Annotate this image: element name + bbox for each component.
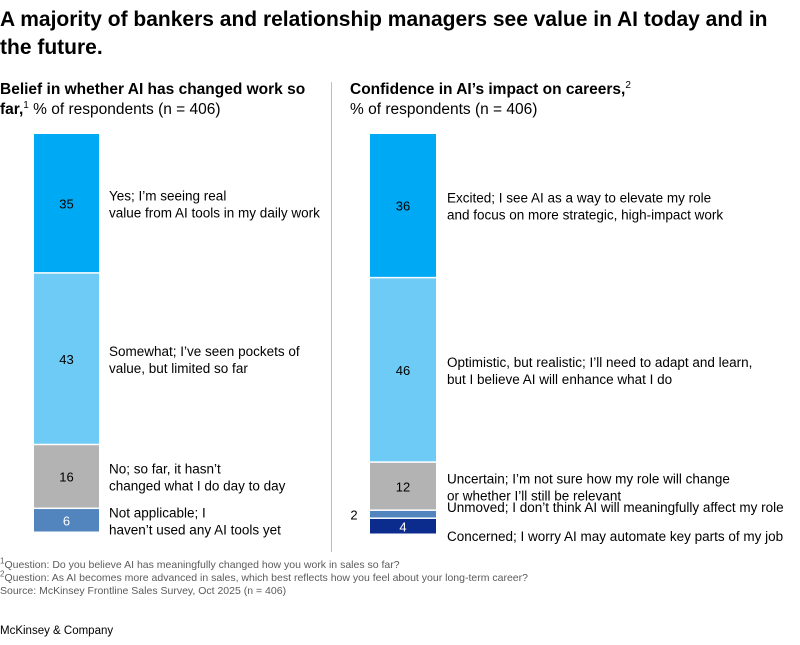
bar-segment <box>34 134 99 273</box>
bar-segment <box>34 273 99 444</box>
source-note: Source: McKinsey Frontline Sales Survey,… <box>0 585 287 597</box>
data-label: 36 <box>396 199 410 214</box>
category-label: Yes; I’m seeing real <box>109 188 226 203</box>
category-label: and focus on more strategic, high-impact… <box>447 208 723 223</box>
bar-segment <box>370 462 436 510</box>
data-label: 35 <box>59 196 73 211</box>
category-label: Uncertain; I’m not sure how my role will… <box>447 471 730 486</box>
category-label: but I believe AI will enhance what I do <box>447 372 672 387</box>
footnote-ref: 2 <box>625 79 631 91</box>
category-label: changed what I do day to day <box>109 479 286 494</box>
brand-logo-text: McKinsey & Company <box>0 625 114 637</box>
chart-title: A majority of bankers and relationship m… <box>0 8 768 59</box>
category-label: value, but limited so far <box>109 361 248 376</box>
category-label: value from AI tools in my daily work <box>109 205 320 220</box>
bar-segment <box>370 278 436 462</box>
footnotes: 1Question: Do you believe AI has meaning… <box>0 556 528 598</box>
footnote-1: 1Question: Do you believe AI has meaning… <box>0 556 400 571</box>
bar-segment <box>370 510 436 518</box>
category-label: haven’t used any AI tools yet <box>109 523 281 538</box>
panel-heading-right: Confidence in AI’s impact on careers,2 % … <box>350 80 690 120</box>
data-label: 6 <box>63 514 70 529</box>
category-label: Optimistic, but realistic; I’ll need to … <box>447 355 752 370</box>
data-label: 2 <box>350 507 357 522</box>
footnote-2: 2Question: As AI becomes more advanced i… <box>0 569 528 584</box>
footnote-ref: 1 <box>23 99 29 111</box>
panel-heading-bold: Confidence in AI’s impact on careers, <box>350 81 626 98</box>
category-label: or whether I’ll still be relevant <box>447 488 621 503</box>
panel-heading-bold: Belief in whether AI has changed work so… <box>0 81 306 118</box>
bar-segment <box>34 509 99 532</box>
panel-heading-left: Belief in whether AI has changed work so… <box>0 80 320 120</box>
bar-segment <box>370 134 436 277</box>
panel-divider <box>331 82 332 552</box>
data-label: 43 <box>59 352 73 367</box>
data-label: 12 <box>396 479 410 494</box>
category-label: No; so far, it hasn’t <box>109 462 221 477</box>
panel-heading-subtitle: % of respondents (n = 406) <box>28 101 221 118</box>
category-label: Concerned; I worry AI may automate key p… <box>447 529 783 544</box>
data-label: 46 <box>396 363 410 378</box>
category-label: Excited; I see AI as a way to elevate my… <box>447 191 711 206</box>
category-label: Unmoved; I don’t think AI will meaningfu… <box>447 500 784 515</box>
category-label: Not applicable; I <box>109 506 206 521</box>
bar-segment <box>34 445 99 508</box>
data-label: 16 <box>59 470 73 485</box>
panel-heading-subtitle: % of respondents (n = 406) <box>350 101 538 118</box>
bar-segment <box>370 518 436 534</box>
category-label: Somewhat; I’ve seen pockets of <box>109 344 300 359</box>
data-label: 4 <box>399 519 406 534</box>
